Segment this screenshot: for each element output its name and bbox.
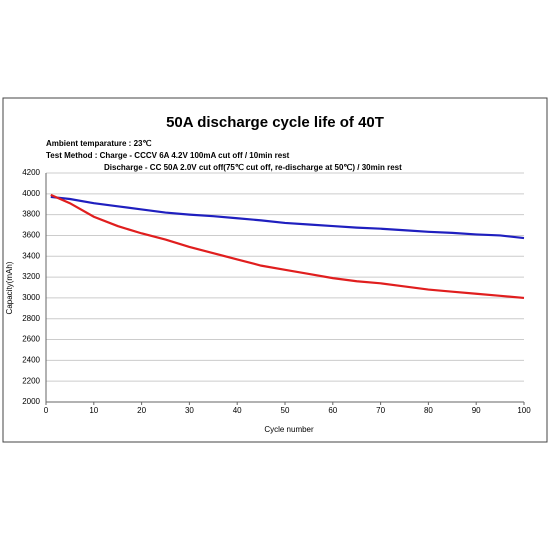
y-tick-label: 2000 — [22, 397, 40, 406]
y-tick-label: 3400 — [22, 251, 40, 260]
x-tick-label: 60 — [328, 406, 337, 415]
x-tick-label: 0 — [44, 406, 49, 415]
annotation: Test Method : Charge - CCCV 6A 4.2V 100m… — [46, 151, 290, 160]
y-tick-label: 4200 — [22, 168, 40, 177]
y-tick-label: 3600 — [22, 231, 40, 240]
x-tick-label: 90 — [472, 406, 481, 415]
x-tick-label: 50 — [281, 406, 290, 415]
x-tick-label: 10 — [89, 406, 98, 415]
x-tick-label: 70 — [376, 406, 385, 415]
x-tick-label: 30 — [185, 406, 194, 415]
chart-frame — [2, 97, 548, 443]
y-tick-label: 4000 — [22, 189, 40, 198]
data-line — [50, 195, 525, 240]
y-tick-label: 3800 — [22, 210, 40, 219]
chart-title: 50A discharge cycle life of 40T — [166, 114, 384, 131]
x-tick-label: 20 — [137, 406, 146, 415]
x-tick-label: 80 — [424, 406, 433, 415]
data-line — [50, 193, 525, 300]
y-tick-label: 2600 — [22, 335, 40, 344]
x-tick-label: 40 — [233, 406, 242, 415]
y-tick-label: 2400 — [22, 355, 40, 364]
x-axis-label: Cycle number — [264, 425, 314, 434]
y-axis-label: Capacity(mAh) — [5, 261, 14, 314]
y-tick-label: 3000 — [22, 293, 40, 302]
y-tick-label: 2800 — [22, 314, 40, 323]
annotation: Discharge - CC 50A 2.0V cut off(75℃ cut … — [104, 163, 402, 172]
y-tick-label: 3200 — [22, 272, 40, 281]
x-tick-label: 100 — [517, 406, 531, 415]
annotation: Ambient temparature : 23℃ — [46, 139, 151, 148]
y-tick-label: 2200 — [22, 376, 40, 385]
